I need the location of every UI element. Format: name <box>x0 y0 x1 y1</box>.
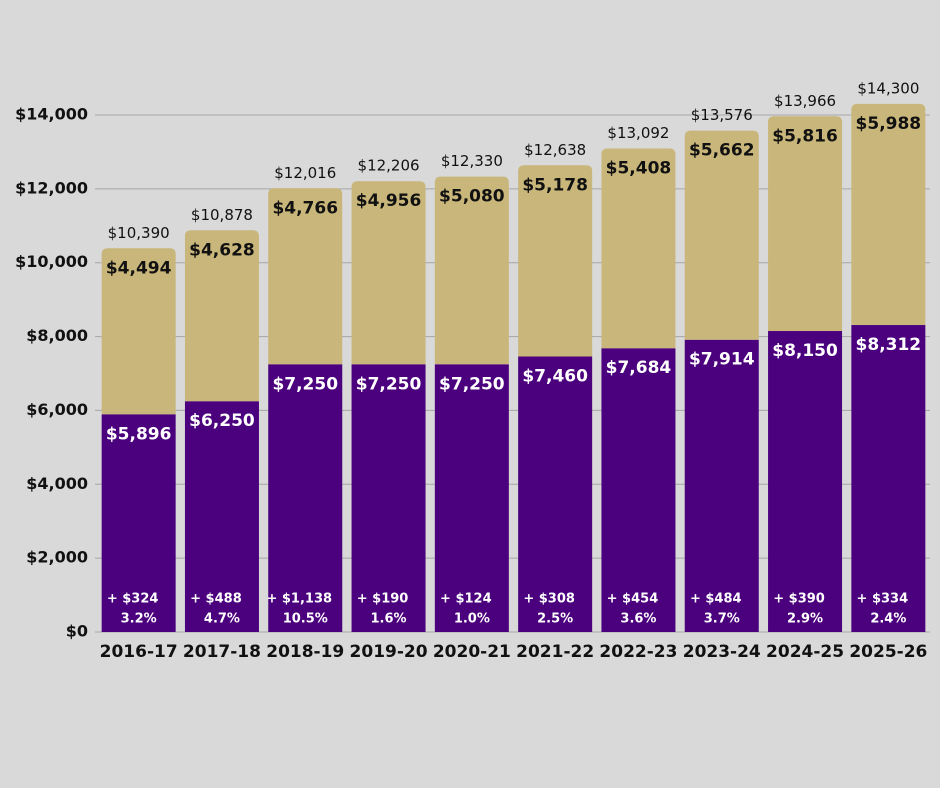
y-tick-label: $2,000 <box>26 548 88 567</box>
segment-label: $7,684 <box>606 358 672 378</box>
bar-segment <box>601 148 676 349</box>
increase-label: + $390 <box>773 592 825 607</box>
percent-label: 10.5% <box>283 612 328 627</box>
bar-segment <box>518 165 593 357</box>
total-label: $10,390 <box>108 224 170 242</box>
bar-segment <box>601 348 676 632</box>
percent-label: 4.7% <box>204 612 240 627</box>
increase-label: + $488 <box>190 592 242 607</box>
y-tick-label: $14,000 <box>15 105 88 124</box>
bar-segment <box>768 331 843 632</box>
increase-label: + $334 <box>857 592 909 607</box>
x-tick-label: 2017-18 <box>183 642 261 662</box>
y-tick-label: $4,000 <box>26 474 88 493</box>
x-tick-label: 2020-21 <box>433 642 511 662</box>
percent-label: 3.6% <box>620 612 656 627</box>
x-tick-label: 2024-25 <box>766 642 844 662</box>
segment-label: $4,628 <box>189 240 255 260</box>
percent-label: 2.4% <box>870 612 906 627</box>
y-tick-label: $10,000 <box>15 252 88 271</box>
segment-label: $7,460 <box>522 367 588 387</box>
bar-segment <box>101 414 176 632</box>
y-tick-label: $8,000 <box>26 326 88 345</box>
increase-label: + $124 <box>440 592 492 607</box>
increase-label: + $484 <box>690 592 742 607</box>
segment-label: $5,178 <box>522 175 588 195</box>
bar-segment <box>768 116 843 332</box>
x-tick-label: 2022-23 <box>599 642 677 662</box>
segment-label: $5,662 <box>689 141 755 161</box>
total-label: $13,966 <box>774 92 836 110</box>
segment-label: $7,250 <box>439 374 505 394</box>
segment-label: $4,956 <box>356 191 422 211</box>
total-label: $13,576 <box>691 106 753 124</box>
total-label: $14,300 <box>857 79 919 97</box>
segment-label: $5,896 <box>106 424 172 444</box>
y-tick-label: $0 <box>66 622 88 641</box>
increase-label: + $454 <box>607 592 659 607</box>
x-tick-label: 2023-24 <box>683 642 761 662</box>
segment-label: $4,494 <box>106 258 172 278</box>
percent-label: 2.9% <box>787 612 823 627</box>
total-label: $12,206 <box>358 157 420 175</box>
segment-label: $7,250 <box>356 374 422 394</box>
percent-label: 3.2% <box>121 612 157 627</box>
bar-segment <box>851 325 926 632</box>
x-tick-label: 2025-26 <box>849 642 927 662</box>
segment-label: $6,250 <box>189 411 255 431</box>
bar-segment <box>351 181 426 365</box>
bar-segment <box>434 364 509 632</box>
y-tick-label: $12,000 <box>15 178 88 197</box>
percent-label: 1.0% <box>454 612 490 627</box>
bar-segment <box>268 188 343 365</box>
segment-label: $7,914 <box>689 350 755 370</box>
bar-segment <box>268 364 343 632</box>
bar-segment <box>184 230 259 402</box>
segment-label: $5,408 <box>606 159 672 179</box>
percent-label: 1.6% <box>371 612 407 627</box>
x-tick-label: 2016-17 <box>100 642 178 662</box>
segment-label: $8,312 <box>856 335 922 355</box>
segment-label: $4,766 <box>272 198 338 218</box>
increase-label: + $324 <box>107 592 159 607</box>
total-label: $12,330 <box>441 152 503 170</box>
segment-label: $5,816 <box>772 126 838 146</box>
segment-label: $8,150 <box>772 341 838 361</box>
bar-segment <box>851 103 926 326</box>
bar-segment <box>101 248 176 415</box>
x-tick-label: 2021-22 <box>516 642 594 662</box>
bar-segment <box>684 130 759 340</box>
bar-segment <box>518 356 593 632</box>
increase-label: + $1,138 <box>266 592 332 607</box>
segment-label: $5,988 <box>856 114 922 134</box>
bar-segment <box>684 339 759 632</box>
percent-label: 2.5% <box>537 612 573 627</box>
bar-segment <box>351 364 426 632</box>
total-label: $12,638 <box>524 141 586 159</box>
segment-label: $7,250 <box>272 374 338 394</box>
y-tick-label: $6,000 <box>26 400 88 419</box>
x-tick-label: 2019-20 <box>350 642 428 662</box>
increase-label: + $308 <box>523 592 575 607</box>
segment-label: $5,080 <box>439 187 505 207</box>
bar-segment <box>434 176 509 365</box>
total-label: $12,016 <box>274 164 336 182</box>
total-label: $10,878 <box>191 206 253 224</box>
total-label: $13,092 <box>607 124 669 142</box>
percent-label: 3.7% <box>704 612 740 627</box>
bar-segment <box>184 401 259 632</box>
increase-label: + $190 <box>357 592 409 607</box>
x-tick-label: 2018-19 <box>266 642 344 662</box>
